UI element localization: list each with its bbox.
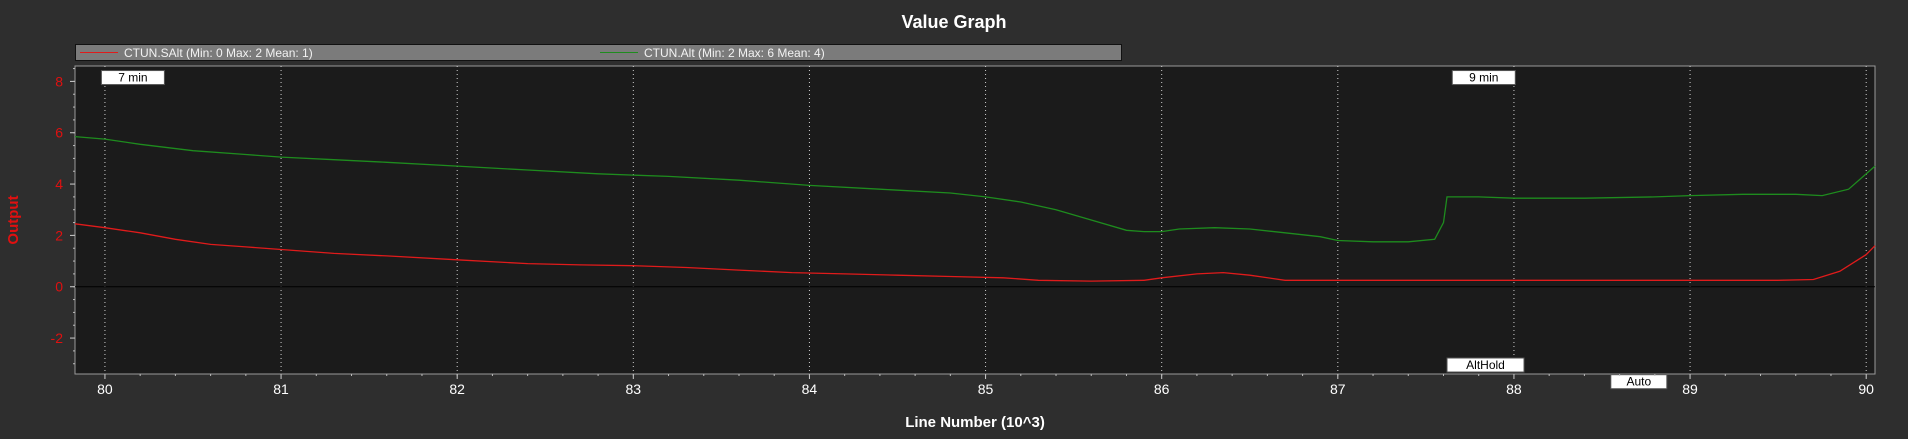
- annotation: 7 min: [100, 70, 165, 86]
- plot-area: [74, 65, 1876, 375]
- x-tick-label: 87: [1330, 381, 1346, 397]
- legend-item-salt: CTUN.SAlt (Min: 0 Max: 2 Mean: 1): [76, 45, 313, 60]
- annotation: AltHold: [1446, 357, 1525, 373]
- annotation-box: [1610, 374, 1668, 390]
- annotation-box: [1451, 70, 1516, 86]
- y-tick-label: 6: [55, 125, 63, 141]
- series-group: [74, 135, 1876, 282]
- x-tick-label: 89: [1682, 381, 1698, 397]
- annotation: 9 min: [1451, 70, 1516, 86]
- annotation: Auto: [1610, 374, 1668, 390]
- x-tick-label: 80: [97, 381, 113, 397]
- x-tick-label: 90: [1858, 381, 1874, 397]
- x-tick-label: 85: [978, 381, 994, 397]
- grid-lines: [75, 66, 1875, 374]
- legend-swatch-alt: [600, 52, 638, 53]
- annotation-label: AltHold: [1466, 358, 1505, 372]
- annotation-label: Auto: [1626, 375, 1651, 389]
- legend-item-alt: CTUN.Alt (Min: 2 Max: 6 Mean: 4): [596, 45, 825, 60]
- legend-label-alt: CTUN.Alt (Min: 2 Max: 6 Mean: 4): [644, 45, 825, 60]
- chart-legend: CTUN.SAlt (Min: 0 Max: 2 Mean: 1) CTUN.A…: [75, 44, 1122, 61]
- chart-title: Value Graph: [901, 12, 1007, 32]
- x-tick-label: 84: [802, 381, 818, 397]
- y-axis: 8 6 4 2 0 -2: [51, 68, 75, 365]
- y-tick-label: 4: [55, 176, 63, 192]
- legend-swatch-salt: [80, 52, 118, 53]
- legend-label-salt: CTUN.SAlt (Min: 0 Max: 2 Mean: 1): [124, 45, 313, 60]
- x-tick-label: 88: [1506, 381, 1522, 397]
- y-tick-label: 8: [55, 73, 63, 89]
- x-tick-label: 86: [1154, 381, 1170, 397]
- y-tick-label: 0: [55, 279, 63, 295]
- x-tick-label: 82: [449, 381, 465, 397]
- series-line-alt: [74, 135, 1876, 243]
- annotation-label: 7 min: [118, 71, 147, 85]
- annotation-group: 7 min 9 min AltHold Auto: [100, 70, 1668, 390]
- annotation-box: [100, 70, 165, 86]
- x-axis: 80 81 82 83 84 85 86 87 88 89 90: [97, 374, 1874, 397]
- x-tick-label: 81: [273, 381, 289, 397]
- annotation-box: [1446, 357, 1525, 373]
- y-tick-label: 2: [55, 227, 63, 243]
- series-line-salt: [74, 223, 1876, 282]
- x-axis-label: Line Number (10^3): [905, 414, 1045, 431]
- x-tick-label: 83: [626, 381, 642, 397]
- y-tick-label: -2: [51, 330, 64, 346]
- annotation-label: 9 min: [1469, 71, 1498, 85]
- y-axis-label: Output: [5, 195, 22, 244]
